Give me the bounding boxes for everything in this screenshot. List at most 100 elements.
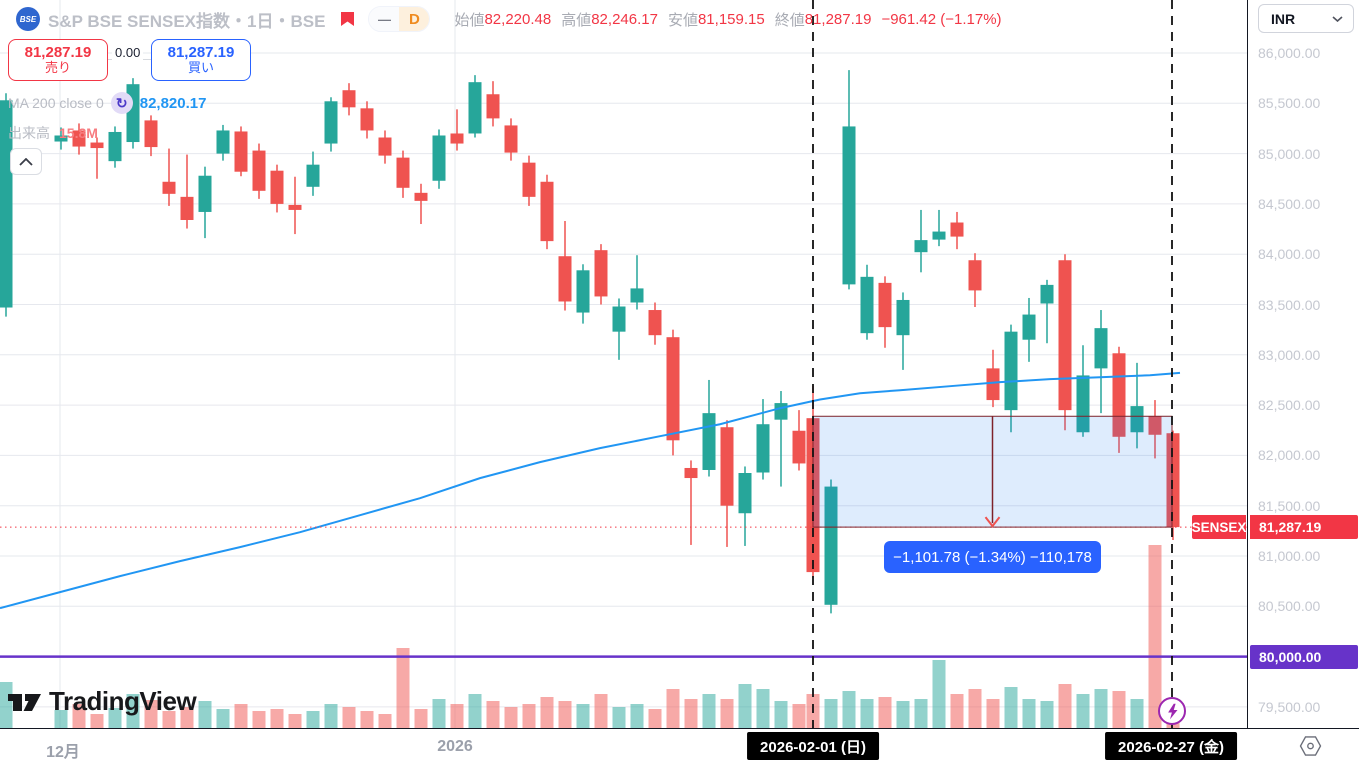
volume-bar: [702, 694, 716, 728]
candle-body: [270, 170, 284, 204]
candle-body: [342, 90, 356, 108]
buy-label: 買い: [187, 60, 214, 76]
candle-body: [612, 306, 626, 332]
volume-bar: [108, 708, 122, 728]
candle-body: [1022, 314, 1036, 340]
volume-bar: [558, 701, 572, 728]
price-tick-label: 81,000.00: [1258, 548, 1321, 564]
price-tick-label: 82,000.00: [1258, 447, 1321, 464]
time-axis[interactable]: 12月 2026 2026-02-01 (日) 2026-02-27 (金): [0, 728, 1359, 765]
candle-body: [144, 120, 158, 148]
volume-bar: [896, 701, 910, 728]
volume-bar: [396, 648, 410, 728]
volume-bar: [1040, 701, 1054, 728]
volume-bar: [54, 710, 68, 728]
flag-bookmark-icon[interactable]: [339, 11, 356, 28]
ma-value: 82,820.17: [139, 94, 207, 112]
candle-body: [504, 125, 518, 153]
candle-body: [180, 196, 194, 220]
time-tick-label: 2026: [437, 738, 473, 755]
collapse-chevron-button[interactable]: [10, 148, 42, 175]
tradingview-logo-text: TradingView: [49, 686, 197, 716]
candle-body: [540, 181, 554, 242]
candle-body: [450, 133, 464, 144]
candle-body: [414, 192, 428, 201]
date-marker-pill: 2026-02-27 (金): [1105, 732, 1237, 760]
level-80000-marker: 80,000.00: [1250, 645, 1358, 669]
candle-body: [162, 181, 176, 194]
volume-value: 15.8M: [59, 125, 98, 141]
volume-bar: [270, 709, 284, 728]
volume-bar: [932, 660, 946, 728]
price-tick-label: 83,500.00: [1258, 296, 1321, 313]
buy-button[interactable]: 81,287.19 買い: [151, 39, 251, 81]
candle-body: [1148, 416, 1162, 435]
price-axis[interactable]: INR 86,000.00 85,500.00 85,000.00 84,500.00…: [1247, 0, 1359, 765]
open-label: 始値: [454, 11, 485, 29]
interval-pill[interactable]: — D: [368, 6, 431, 32]
low-label: 安値: [667, 11, 698, 29]
candle-body: [792, 430, 806, 464]
tradingview-logo[interactable]: TradingView: [8, 686, 197, 717]
candle-body: [1004, 331, 1018, 411]
candle-body: [702, 413, 716, 470]
candle-body: [558, 256, 572, 302]
volume-bar: [360, 711, 374, 728]
volume-bar: [468, 694, 482, 728]
price-tick-label: 81,500.00: [1258, 497, 1321, 514]
volume-bar: [504, 707, 518, 728]
volume-bar: [792, 704, 806, 728]
candle-body: [378, 137, 392, 156]
candle-body: [950, 222, 964, 237]
volume-bar: [306, 711, 320, 728]
candle-body: [896, 299, 910, 336]
change-value: −961.42 (−1.17%): [881, 10, 1002, 28]
volume-bar: [860, 699, 874, 728]
volume-bar: [666, 689, 680, 728]
interval-dash: —: [369, 7, 400, 31]
volume-bar: [950, 694, 964, 728]
candle-body: [396, 157, 410, 188]
volume-bar: [216, 709, 230, 728]
high-label: 高値: [561, 11, 592, 29]
sell-label: 売り: [44, 60, 71, 76]
ma-label: MA 200 close 0: [8, 95, 104, 111]
volume-label: 出来高: [8, 125, 50, 141]
sensex-price-marker-name: SENSEX: [1192, 515, 1246, 539]
volume-bar: [126, 694, 140, 728]
volume-bar: [234, 704, 248, 728]
volume-bar: [648, 709, 662, 728]
candle-body: [54, 135, 68, 142]
high-value: 82,246.17: [591, 10, 658, 28]
volume-bar: [756, 689, 770, 728]
volume-bar: [914, 699, 928, 728]
price-tick-label: 85,500.00: [1258, 95, 1321, 112]
volume-bar: [878, 697, 892, 728]
volume-bar: [252, 711, 266, 728]
sell-button[interactable]: 81,287.19 売り: [8, 39, 108, 81]
spread-value: 0.00: [112, 45, 144, 60]
ohlc-row: 始値 82,220.48 高値 82,246.17 安値 81,159.15 終…: [444, 9, 1001, 30]
currency-dropdown[interactable]: INR: [1258, 4, 1354, 33]
ma200-line: [0, 371, 1181, 610]
close-value: 81,287.19: [804, 10, 872, 28]
candle-body: [1130, 406, 1144, 433]
symbol-header: BSE S&P BSE SENSEX指数 ・1日・BSE — D 始値 82,2…: [16, 5, 1002, 33]
volume-bar: [720, 699, 734, 728]
chevron-up-icon: [19, 157, 33, 166]
volume-bar: [180, 707, 194, 728]
volume-bar: [540, 697, 554, 728]
refresh-icon[interactable]: ↻: [110, 92, 133, 114]
candle-body: [932, 231, 946, 240]
volume-bar: [198, 701, 212, 728]
candle-body: [108, 131, 122, 162]
volume-bar: [486, 701, 500, 728]
chart-canvas[interactable]: [0, 0, 1247, 728]
candle-body: [1040, 284, 1054, 304]
lightning-icon[interactable]: [1158, 697, 1186, 725]
volume-bar: [1112, 691, 1126, 728]
volume-bar: [594, 694, 608, 728]
price-tick-label: 79,500.00: [1258, 698, 1321, 715]
axis-settings-icon[interactable]: [1299, 736, 1322, 761]
candle-body: [842, 126, 856, 285]
